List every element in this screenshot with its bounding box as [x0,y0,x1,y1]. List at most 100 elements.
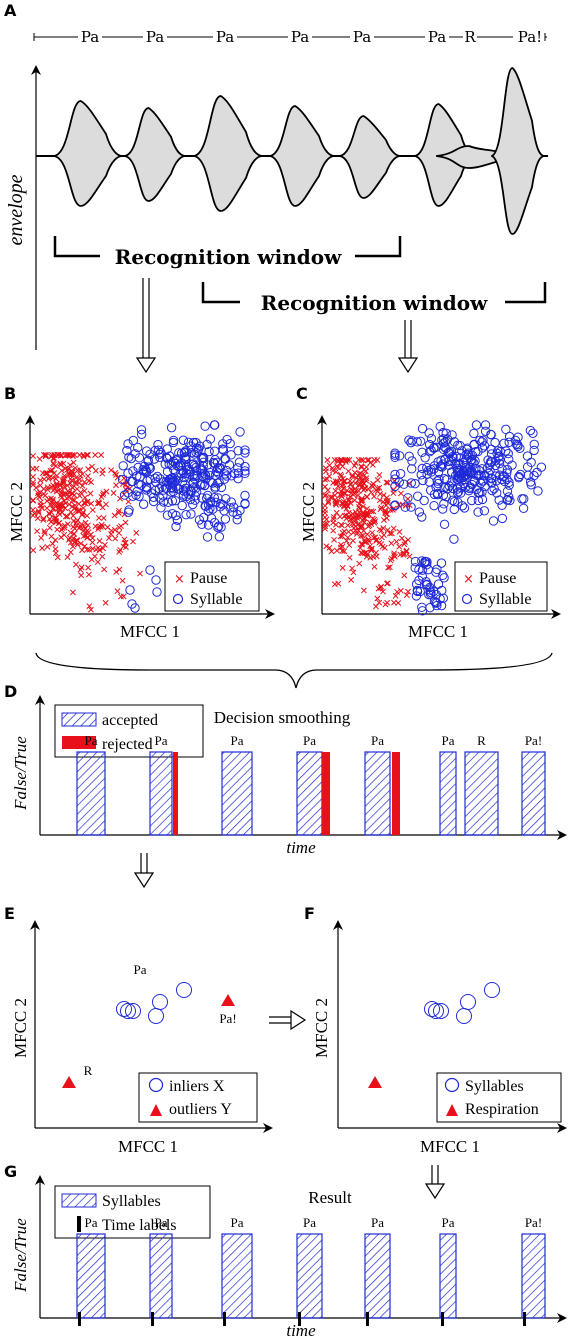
syllable-point [218,500,228,510]
syllable-circle-icon [461,593,473,605]
syllable-point [473,495,484,506]
syllable-point [180,480,190,490]
syllable-point [390,481,400,492]
pause-point [65,466,72,472]
pause-point [342,490,349,497]
syllable-point [485,459,495,469]
panel-f-legend: Syllables Respiration [436,1072,562,1123]
pause-point [69,589,76,596]
r-point-label: R [84,1063,93,1078]
syllable-point [411,591,422,601]
syllable-point [133,442,143,453]
syllable-point [522,451,533,461]
syllable-point [128,435,139,446]
syllable-point [216,522,226,532]
panel-d-title: Decision smoothing [214,708,351,727]
pause-point [387,530,393,537]
pause-point [46,516,53,522]
recognition-window-2: Recognition window [201,282,547,315]
syllable-point [480,481,490,492]
pause-point [114,474,121,481]
pause-point [369,461,376,468]
pause-point [391,550,398,557]
syllable-point [150,485,161,496]
pause-point [337,471,344,478]
pause-point [338,482,345,489]
pause-point [89,507,96,514]
pause-point [133,529,140,536]
pause-point [323,543,330,550]
pause-point [54,554,61,561]
syllable-point [483,455,493,465]
pause-point [340,485,347,492]
panel-d-ylabel: False/True [11,736,30,811]
pause-point [337,533,344,540]
pause-point [100,490,107,497]
syllable-point [390,501,400,511]
syllable-point [189,449,200,459]
pause-point [95,526,102,533]
syllable-point [431,442,442,452]
syllable-point [429,500,439,511]
syllable-point [233,446,243,456]
pause-point [67,549,74,556]
pause-point [36,494,43,501]
syllable-point [171,521,181,532]
syllable-point [177,500,187,511]
syllable-point [420,453,430,463]
pause-point [388,540,395,547]
syllable-point [179,486,189,496]
syllable-point [471,420,482,430]
envelope-burst [53,100,123,207]
syllable-point [419,495,429,506]
syllable-point [437,435,447,445]
pause-point [95,499,102,506]
pause-point [380,588,386,595]
pause-point [353,475,360,482]
pause-point [398,490,404,497]
syllable-point [170,495,181,506]
syllable-point [412,586,423,597]
syllable-point [478,435,488,446]
pause-point [115,509,122,516]
syllable-bar [296,1233,323,1319]
pause-point [358,463,365,470]
syllable-point [484,982,500,998]
pause-point [47,467,54,474]
bar-label: Pa [371,1215,384,1230]
pause-point [41,476,48,483]
pause-point [84,522,91,529]
panel-d-legend: accepted rejected [54,704,204,758]
syllable-point [499,476,510,487]
pause-point [328,548,335,555]
syllable-point [399,479,409,489]
pause-point [106,535,112,542]
pause-point [99,467,106,474]
pause-point [99,553,106,560]
pause-point [348,486,355,493]
pause-point [98,452,105,458]
syllable-point [437,585,447,596]
syllable-point [422,579,433,590]
syllable-point [469,458,479,468]
sequence-label: R [464,28,476,46]
syllable-point [421,580,432,590]
syllable-point [523,470,533,481]
pause-point [84,473,91,480]
pause-point [41,530,48,537]
syllable-point [148,496,159,507]
pause-point [383,515,390,522]
pause-point [376,526,383,533]
pause-point [77,472,84,479]
pause-point [96,547,103,553]
syllable-bar [221,1233,253,1319]
pause-point [383,580,390,587]
pause-point [71,452,78,458]
syllable-point [436,558,447,568]
syllable-point [134,491,144,501]
pause-point [384,479,391,486]
pause-point [94,559,101,565]
panel-f-points [368,982,500,1088]
pause-point [30,473,36,480]
